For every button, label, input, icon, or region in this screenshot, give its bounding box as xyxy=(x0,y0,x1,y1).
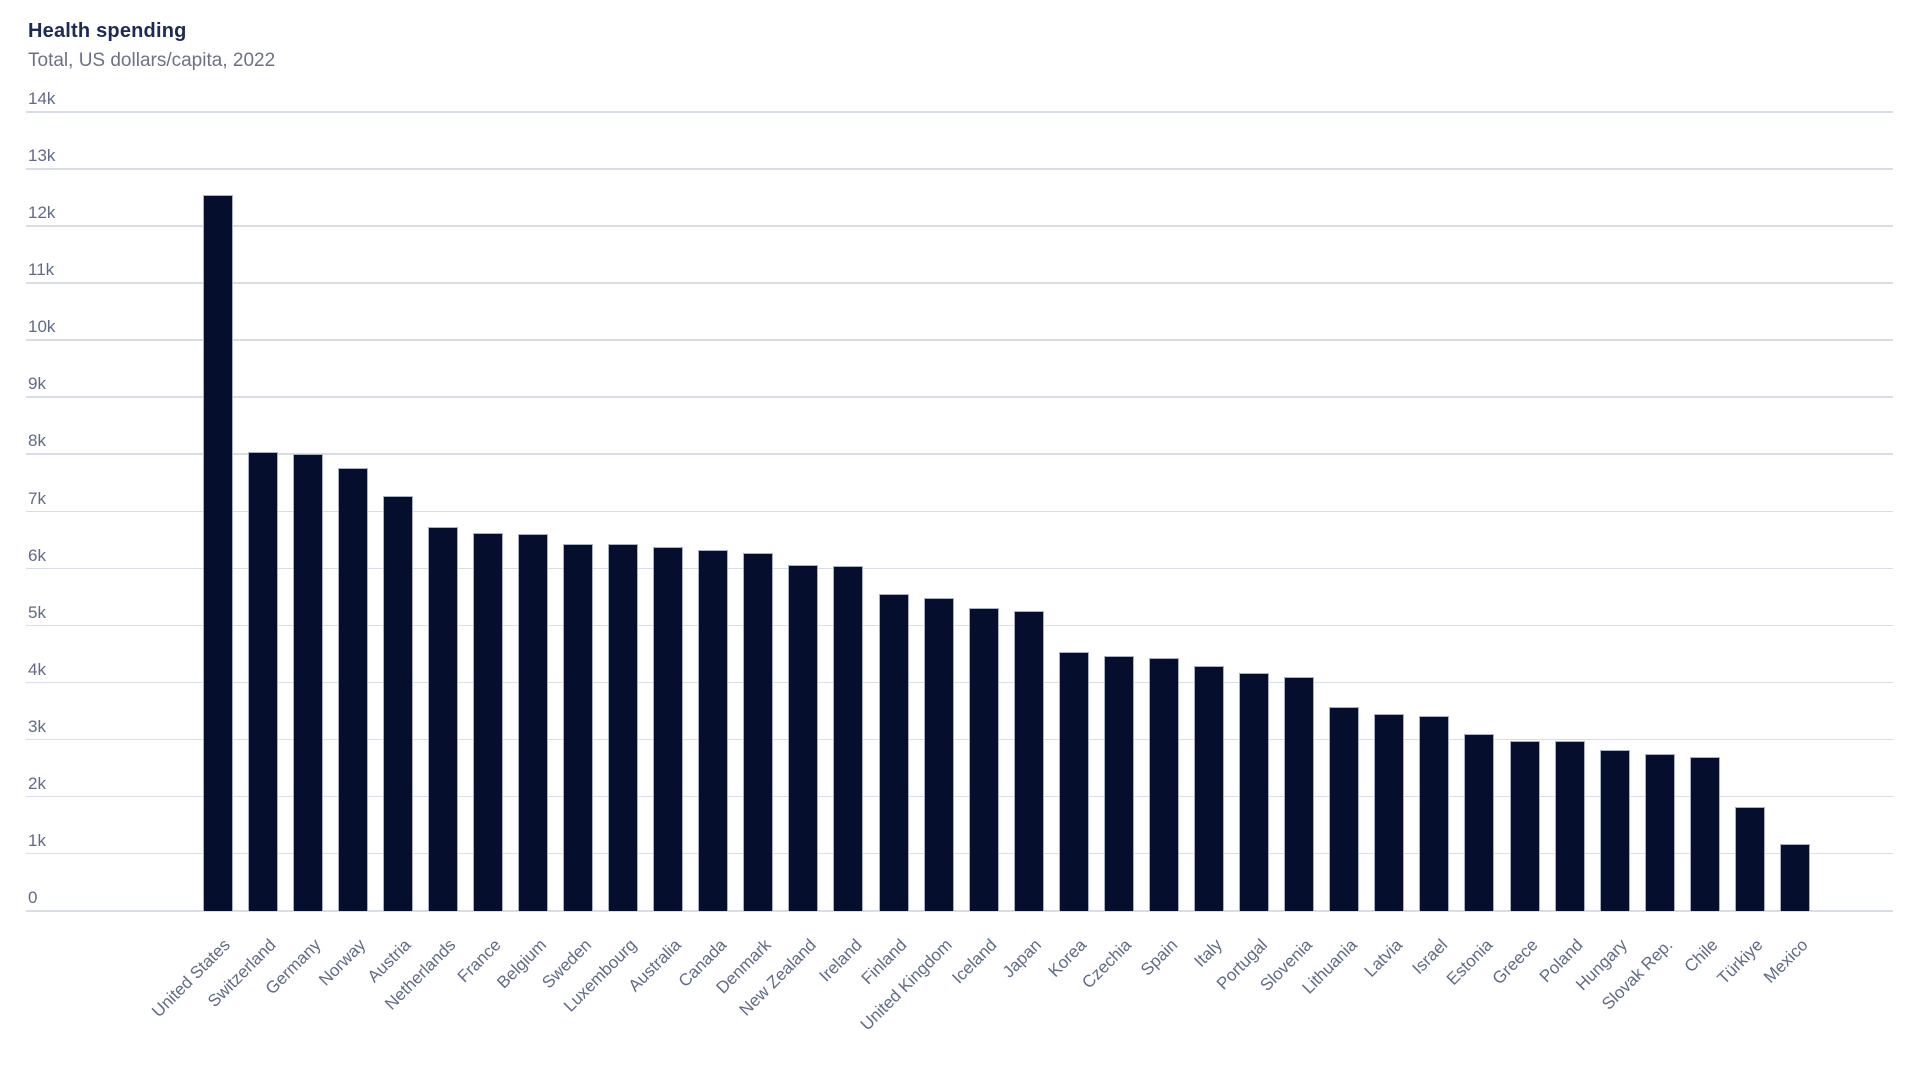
bar-slovak-rep-[interactable] xyxy=(1644,753,1675,911)
y-axis-tick-label: 7k xyxy=(28,488,46,508)
y-axis-tick-label: 11k xyxy=(28,260,55,280)
y-axis-tick-label: 2k xyxy=(28,773,46,793)
page-subtitle: Total, US dollars/capita, 2022 xyxy=(28,50,276,71)
bar-latvia[interactable] xyxy=(1374,714,1405,911)
bar-portugal[interactable] xyxy=(1239,673,1270,911)
x-axis-label: Iceland xyxy=(948,935,1001,988)
bar-t-rkiye[interactable] xyxy=(1734,806,1765,911)
y-axis-tick-label: 10k xyxy=(28,317,56,337)
x-axis-label: Türkiye xyxy=(1713,935,1767,989)
bar-italy[interactable] xyxy=(1194,666,1225,911)
y-axis-tick-label: 1k xyxy=(28,830,46,850)
x-axis-label: Japan xyxy=(999,935,1046,982)
x-axis-label: Latvia xyxy=(1360,935,1407,981)
y-axis-tick-label: 3k xyxy=(28,716,46,736)
gridline xyxy=(26,852,1893,855)
bar-netherlands[interactable] xyxy=(427,526,458,911)
gridline xyxy=(26,453,1893,455)
page-title: Health spending xyxy=(28,20,187,42)
gridline xyxy=(26,339,1893,341)
gridline xyxy=(26,910,1893,912)
bar-mexico[interactable] xyxy=(1779,843,1810,911)
gridline xyxy=(26,738,1893,741)
bar-greece[interactable] xyxy=(1509,740,1540,911)
gridline xyxy=(26,111,1893,113)
bar-finland[interactable] xyxy=(878,593,909,911)
bar-norway[interactable] xyxy=(337,467,368,911)
gridline xyxy=(26,795,1893,798)
bar-slovenia[interactable] xyxy=(1284,677,1315,911)
y-axis-tick-label: 5k xyxy=(28,602,46,622)
x-axis-label: Norway xyxy=(315,935,370,990)
bar-new-zealand[interactable] xyxy=(788,565,819,911)
bar-austria[interactable] xyxy=(382,495,413,911)
bar-korea[interactable] xyxy=(1058,651,1089,911)
y-axis-tick-label: 12k xyxy=(28,203,56,223)
bar-united-states[interactable] xyxy=(202,194,233,911)
bar-united-kingdom[interactable] xyxy=(923,597,954,911)
gridline xyxy=(26,510,1893,512)
gridline xyxy=(26,567,1893,570)
bar-hungary[interactable] xyxy=(1599,750,1630,911)
x-axis-label: Greece xyxy=(1488,935,1542,989)
bar-czechia[interactable] xyxy=(1103,655,1134,911)
y-axis-tick-label: 13k xyxy=(28,146,56,166)
gridline xyxy=(26,168,1893,170)
gridline xyxy=(26,624,1893,627)
bar-denmark[interactable] xyxy=(743,552,774,911)
y-axis-tick-label: 14k xyxy=(28,89,56,109)
gridline xyxy=(26,225,1893,227)
y-axis-tick-label: 8k xyxy=(28,431,46,451)
bar-poland[interactable] xyxy=(1554,741,1585,911)
gridline xyxy=(26,282,1893,284)
bar-belgium[interactable] xyxy=(517,534,548,911)
x-axis-label: Mexico xyxy=(1760,935,1812,987)
y-axis-tick-label: 4k xyxy=(28,659,46,679)
bar-germany[interactable] xyxy=(292,453,323,911)
x-axis-label: Estonia xyxy=(1442,935,1497,989)
x-axis-label: Italy xyxy=(1190,935,1226,971)
gridline xyxy=(26,396,1893,398)
x-axis-label: Ireland xyxy=(815,935,866,986)
bar-iceland[interactable] xyxy=(968,607,999,911)
bar-chile[interactable] xyxy=(1689,756,1720,911)
gridline xyxy=(26,681,1893,684)
bar-sweden[interactable] xyxy=(563,543,594,911)
y-axis-tick-label: 6k xyxy=(28,545,46,565)
y-axis-tick-label: 9k xyxy=(28,374,46,394)
bar-japan[interactable] xyxy=(1013,611,1044,911)
y-axis-tick-label: 0 xyxy=(28,888,38,907)
bar-ireland[interactable] xyxy=(833,565,864,911)
bar-australia[interactable] xyxy=(653,547,684,911)
bar-luxembourg[interactable] xyxy=(608,543,639,911)
bar-switzerland[interactable] xyxy=(247,451,278,911)
bar-france[interactable] xyxy=(472,532,503,911)
bar-lithuania[interactable] xyxy=(1329,707,1360,911)
x-axis-label: Belgium xyxy=(492,935,550,993)
bar-spain[interactable] xyxy=(1148,658,1179,911)
bar-israel[interactable] xyxy=(1419,716,1450,911)
bar-estonia[interactable] xyxy=(1464,734,1495,911)
x-axis-label: Czechia xyxy=(1078,935,1136,993)
bar-canada[interactable] xyxy=(698,550,729,911)
x-axis-label: Spain xyxy=(1136,935,1181,980)
